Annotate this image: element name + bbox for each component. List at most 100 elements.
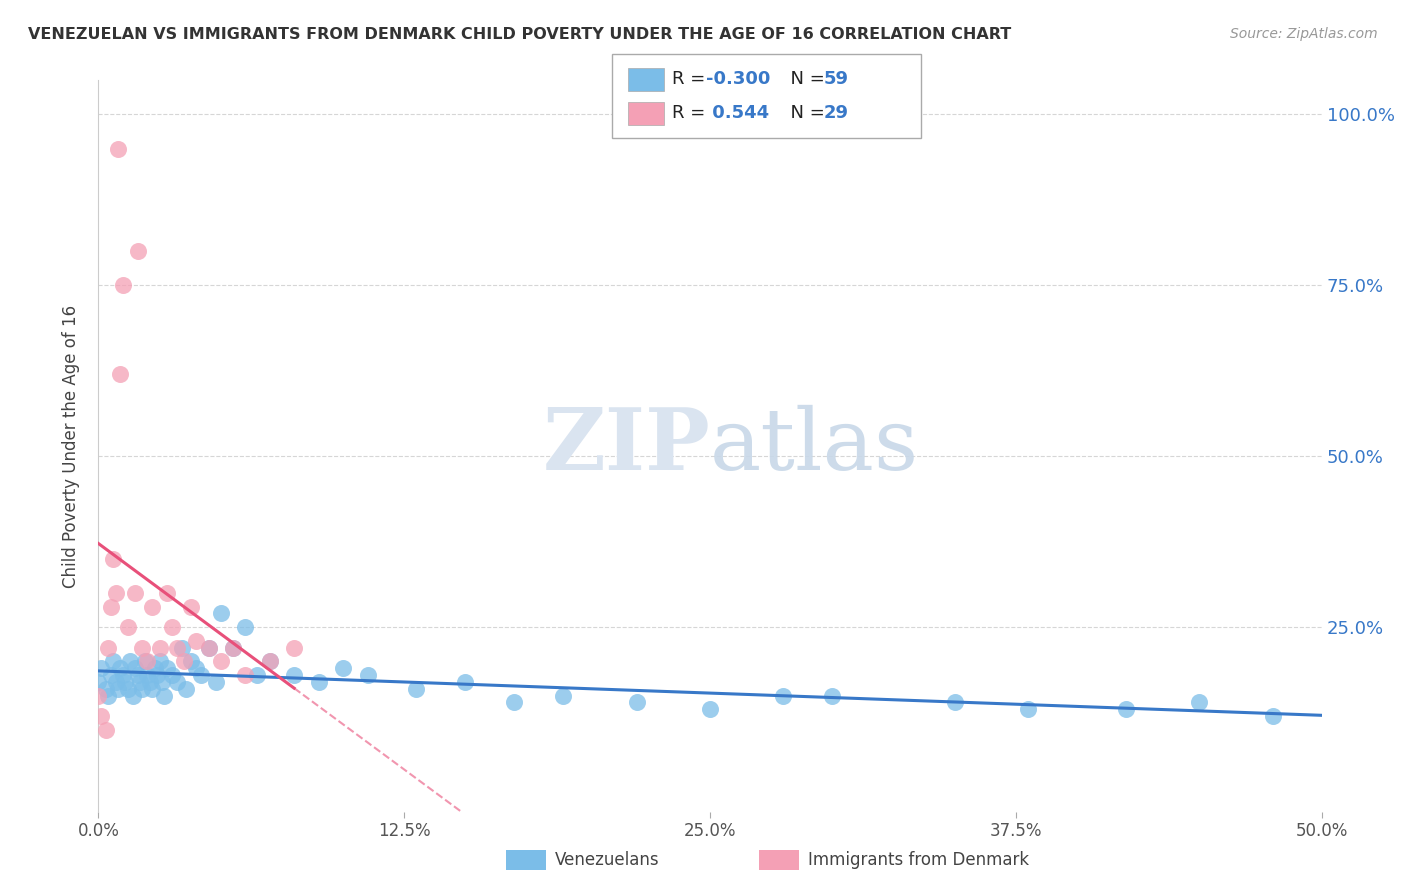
Point bbox=[117, 620, 139, 634]
Point bbox=[699, 702, 721, 716]
Point bbox=[186, 633, 208, 648]
Point bbox=[283, 640, 305, 655]
Point bbox=[131, 640, 153, 655]
Point bbox=[149, 640, 172, 655]
Point bbox=[772, 689, 794, 703]
Point bbox=[111, 668, 134, 682]
Point bbox=[127, 668, 149, 682]
Point bbox=[87, 689, 110, 703]
Point bbox=[186, 661, 208, 675]
Point bbox=[100, 599, 122, 614]
Point bbox=[626, 695, 648, 709]
Point bbox=[259, 654, 281, 668]
Point bbox=[246, 668, 269, 682]
Point bbox=[1261, 709, 1284, 723]
Point bbox=[405, 681, 427, 696]
Text: VENEZUELAN VS IMMIGRANTS FROM DENMARK CHILD POVERTY UNDER THE AGE OF 16 CORRELAT: VENEZUELAN VS IMMIGRANTS FROM DENMARK CH… bbox=[28, 27, 1011, 42]
Point bbox=[553, 689, 575, 703]
Point bbox=[149, 654, 172, 668]
Point bbox=[180, 599, 202, 614]
Text: N =: N = bbox=[779, 104, 831, 122]
Point bbox=[233, 668, 256, 682]
Point bbox=[104, 586, 127, 600]
Point bbox=[170, 640, 193, 655]
Point bbox=[94, 723, 117, 737]
Point bbox=[141, 681, 163, 696]
Point bbox=[166, 674, 188, 689]
Point bbox=[943, 695, 966, 709]
Point bbox=[114, 674, 136, 689]
Point bbox=[283, 668, 305, 682]
Text: -0.300: -0.300 bbox=[706, 70, 770, 88]
Y-axis label: Child Poverty Under the Age of 16: Child Poverty Under the Age of 16 bbox=[62, 304, 80, 588]
Point bbox=[209, 654, 232, 668]
Point bbox=[176, 681, 198, 696]
Point bbox=[160, 668, 183, 682]
Point bbox=[146, 668, 169, 682]
Point bbox=[197, 640, 219, 655]
Point bbox=[107, 142, 129, 156]
Point bbox=[107, 681, 129, 696]
Point bbox=[197, 640, 219, 655]
Point bbox=[332, 661, 354, 675]
Point bbox=[104, 674, 127, 689]
Point bbox=[134, 654, 156, 668]
Point bbox=[190, 668, 212, 682]
Text: 29: 29 bbox=[824, 104, 849, 122]
Point bbox=[180, 654, 202, 668]
Point bbox=[222, 640, 245, 655]
Point bbox=[117, 681, 139, 696]
Point bbox=[233, 620, 256, 634]
Point bbox=[90, 709, 112, 723]
Point bbox=[127, 244, 149, 259]
Point bbox=[124, 586, 146, 600]
Point bbox=[90, 661, 112, 675]
Point bbox=[111, 278, 134, 293]
Point bbox=[97, 640, 120, 655]
Point bbox=[129, 674, 152, 689]
Point bbox=[150, 674, 173, 689]
Text: Source: ZipAtlas.com: Source: ZipAtlas.com bbox=[1230, 27, 1378, 41]
Point bbox=[308, 674, 330, 689]
Point bbox=[153, 689, 176, 703]
Point bbox=[1017, 702, 1039, 716]
Point bbox=[100, 668, 122, 682]
Point bbox=[110, 661, 132, 675]
Point bbox=[143, 661, 166, 675]
Point bbox=[503, 695, 526, 709]
Text: atlas: atlas bbox=[710, 404, 920, 488]
Text: R =: R = bbox=[672, 104, 717, 122]
Point bbox=[136, 654, 159, 668]
Text: 0.544: 0.544 bbox=[706, 104, 769, 122]
Point bbox=[141, 599, 163, 614]
Point bbox=[101, 551, 124, 566]
Point bbox=[97, 689, 120, 703]
Text: R =: R = bbox=[672, 70, 711, 88]
Point bbox=[1115, 702, 1137, 716]
Point bbox=[94, 681, 117, 696]
Point bbox=[136, 668, 159, 682]
Point bbox=[454, 674, 477, 689]
Point bbox=[87, 674, 110, 689]
Text: Venezuelans: Venezuelans bbox=[555, 851, 659, 869]
Point bbox=[156, 661, 179, 675]
Point bbox=[173, 654, 195, 668]
Text: ZIP: ZIP bbox=[543, 404, 710, 488]
Point bbox=[1188, 695, 1211, 709]
Point bbox=[821, 689, 844, 703]
Point bbox=[259, 654, 281, 668]
Text: 59: 59 bbox=[824, 70, 849, 88]
Point bbox=[124, 661, 146, 675]
Point bbox=[156, 586, 179, 600]
Point bbox=[120, 654, 142, 668]
Point bbox=[222, 640, 245, 655]
Point bbox=[160, 620, 183, 634]
Point bbox=[101, 654, 124, 668]
Point bbox=[131, 681, 153, 696]
Point bbox=[166, 640, 188, 655]
Text: Immigrants from Denmark: Immigrants from Denmark bbox=[808, 851, 1029, 869]
Point bbox=[121, 689, 143, 703]
Point bbox=[209, 607, 232, 621]
Text: N =: N = bbox=[779, 70, 831, 88]
Point bbox=[139, 674, 162, 689]
